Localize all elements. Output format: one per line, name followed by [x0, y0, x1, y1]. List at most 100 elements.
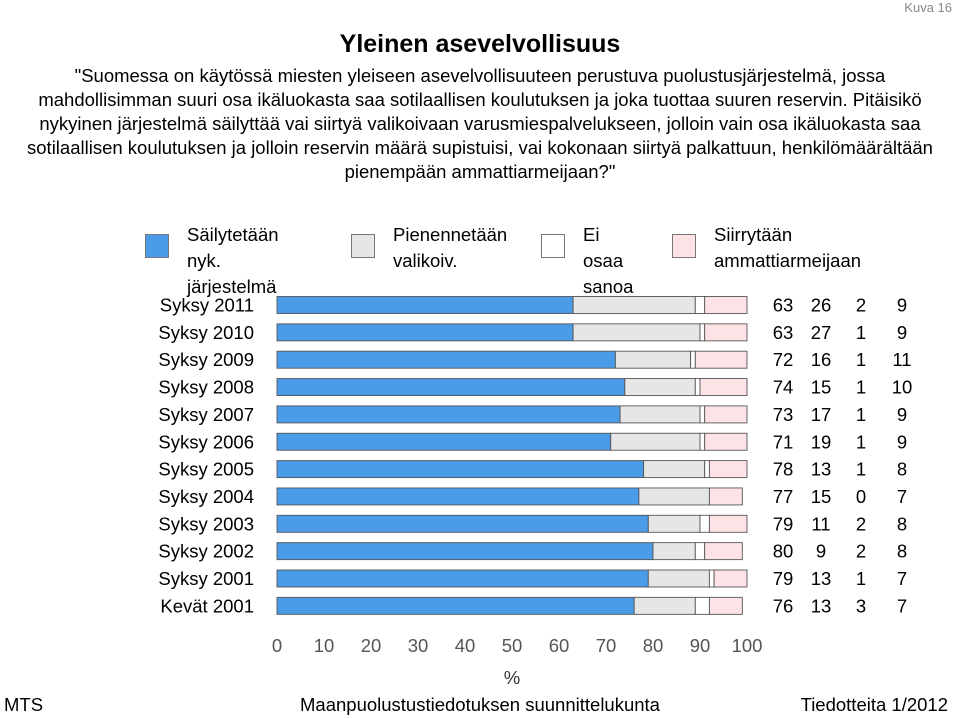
bar-keep [276, 296, 574, 314]
data-label-dont-know: 2 [856, 295, 866, 316]
data-label-dont-know: 1 [856, 322, 866, 343]
bar-professional [704, 405, 748, 424]
data-label-selective: 11 [811, 513, 830, 534]
data-label-keep: 78 [773, 459, 794, 480]
legend-label-dont-know: Ei osaa sanoa [583, 224, 634, 297]
data-label-keep: 80 [773, 541, 794, 562]
data-label-professional: 8 [897, 541, 907, 562]
bar-selective [619, 405, 701, 424]
data-label-selective: 13 [811, 568, 832, 589]
data-label-selective: 15 [811, 486, 832, 507]
figure-label: Kuva 16 [904, 0, 952, 15]
bar-dont-know [694, 596, 710, 615]
data-label-dont-know: 2 [856, 541, 866, 562]
legend-label-professional: Siirrytään ammattiarmeijaan [714, 224, 862, 271]
category-label: Syksy 2008 [158, 377, 254, 398]
bar-keep [276, 405, 621, 424]
bar-selective [643, 460, 706, 479]
bar-keep [276, 596, 635, 615]
bar-professional [708, 460, 748, 479]
x-tick-label: 30 [408, 635, 429, 656]
data-label-dont-know: 1 [856, 568, 866, 589]
data-label-professional: 10 [892, 377, 913, 398]
bar-professional [704, 432, 748, 451]
category-label: Syksy 2001 [158, 568, 254, 589]
data-label-dont-know: 2 [856, 513, 866, 534]
bar-keep [276, 569, 649, 588]
bar-professional [708, 487, 743, 506]
x-tick-label: 40 [455, 635, 476, 656]
bar-selective [638, 487, 710, 506]
data-label-selective: 15 [811, 377, 832, 398]
bar-professional [694, 350, 748, 369]
bar-keep [276, 323, 574, 342]
x-tick-label: 90 [690, 635, 711, 656]
data-label-selective: 9 [816, 541, 826, 562]
category-label: Syksy 2010 [158, 322, 254, 343]
bar-dont-know [699, 432, 706, 451]
survey-question: "Suomessa on käytössä miesten yleiseen a… [27, 65, 933, 182]
bar-professional [713, 569, 748, 588]
bar-professional [699, 378, 748, 396]
data-label-dont-know: 3 [856, 595, 866, 616]
data-label-professional: 7 [897, 486, 907, 507]
data-label-professional: 9 [897, 295, 907, 316]
bar-dont-know [704, 460, 710, 479]
data-label-keep: 79 [773, 568, 794, 589]
bar-dont-know [694, 542, 706, 561]
bar-keep [276, 514, 649, 533]
data-label-professional: 8 [897, 513, 907, 534]
data-label-selective: 16 [811, 349, 832, 370]
x-tick-label: 100 [732, 635, 763, 656]
data-label-dont-know: 1 [856, 431, 866, 452]
category-label: Syksy 2006 [158, 431, 254, 452]
data-label-selective: 13 [811, 459, 832, 480]
bar-keep [276, 350, 616, 369]
bar-selective [647, 514, 701, 533]
data-label-selective: 19 [811, 431, 832, 452]
bar-selective [624, 378, 696, 396]
bar-keep [276, 542, 654, 561]
bar-selective [647, 569, 710, 588]
bar-professional [708, 596, 743, 615]
legend-swatch-selective [351, 234, 375, 258]
legend-swatch-professional [672, 234, 696, 258]
category-label: Syksy 2004 [158, 486, 254, 507]
category-label: Syksy 2002 [158, 541, 254, 562]
bar-professional [704, 542, 743, 561]
data-label-dont-know: 1 [856, 377, 866, 398]
x-axis-label: % [504, 667, 520, 688]
bar-professional [708, 514, 748, 533]
bar-selective [633, 596, 696, 615]
bar-selective [652, 542, 696, 561]
data-label-keep: 71 [773, 431, 794, 452]
bar-selective [572, 323, 701, 342]
data-label-selective: 13 [811, 595, 832, 616]
bar-dont-know [694, 378, 701, 396]
data-label-selective: 27 [811, 322, 832, 343]
data-label-dont-know: 0 [856, 486, 866, 507]
data-label-professional: 9 [897, 322, 907, 343]
legend-label-keep: Säilytetään nyk. järjestelmä [187, 224, 279, 297]
category-label: Syksy 2007 [158, 404, 254, 425]
footer-right: Tiedotteita 1/2012 [800, 694, 948, 715]
data-label-keep: 74 [773, 377, 794, 398]
bar-professional [704, 323, 748, 342]
bar-professional [704, 296, 748, 314]
category-label: Syksy 2005 [158, 459, 254, 480]
category-label: Syksy 2003 [158, 513, 254, 534]
data-label-professional: 7 [897, 595, 907, 616]
bar-keep [276, 432, 612, 451]
x-tick-label: 70 [596, 635, 617, 656]
data-label-dont-know: 1 [856, 404, 866, 425]
bar-dont-know [699, 405, 706, 424]
x-tick-label: 0 [272, 635, 282, 656]
data-label-professional: 11 [892, 349, 911, 370]
category-label: Syksy 2011 [160, 295, 254, 316]
data-label-keep: 63 [773, 295, 794, 316]
legend-swatch-dont-know [541, 234, 565, 258]
data-label-professional: 9 [897, 404, 907, 425]
data-label-professional: 7 [897, 568, 907, 589]
bar-selective [572, 296, 696, 314]
